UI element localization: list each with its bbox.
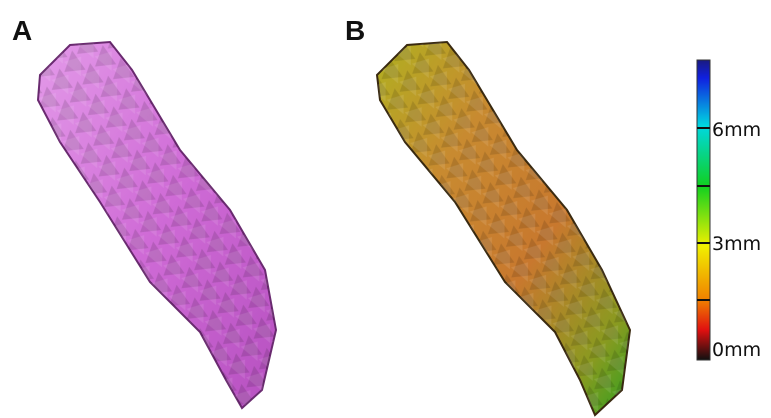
mesh-b [377, 42, 630, 415]
colorbar-tick-label: 3mm [712, 233, 761, 255]
colorbar-tick-label: 6mm [712, 119, 761, 141]
figure: A B 6mm 3mm 0mm [0, 0, 771, 418]
panel-label: B [345, 15, 365, 46]
mesh-a [38, 42, 276, 408]
colorbar: 6mm 3mm 0mm [697, 60, 761, 361]
colorbar-tick-label: 0mm [712, 339, 761, 361]
panel-label: A [12, 15, 32, 46]
